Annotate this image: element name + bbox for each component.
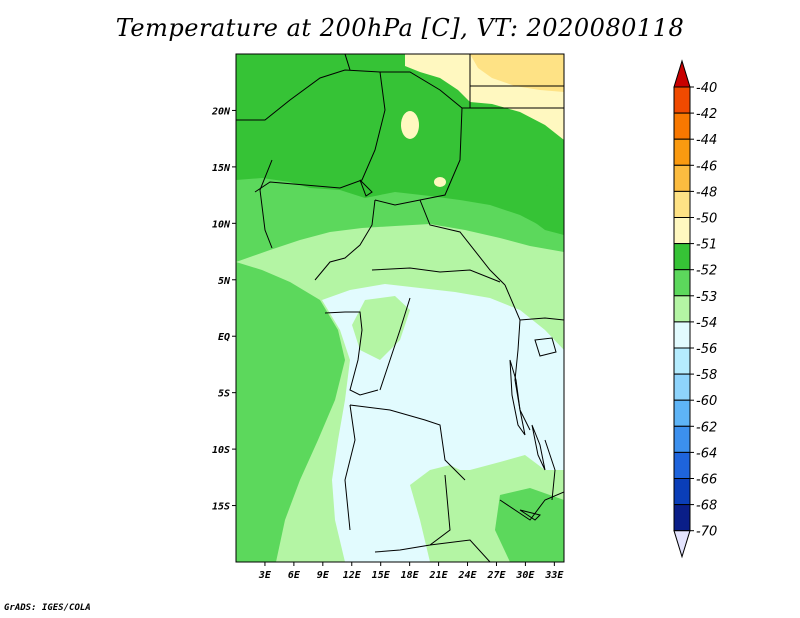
field-warm <box>470 54 564 92</box>
lake-outlines <box>359 179 557 521</box>
colorbar-swatch <box>673 321 691 349</box>
colorbar-swatch <box>673 425 691 453</box>
lake-outline <box>531 424 546 471</box>
colorbar-label: -56 <box>696 342 717 357</box>
lon-tick-label: 3E <box>258 570 272 581</box>
lon-tick-label: 18E <box>401 570 420 581</box>
chart-title: Temperature at 200hPa [C], VT: 202008011… <box>115 14 685 42</box>
lat-tick-label: 20N <box>211 106 231 117</box>
border-line <box>419 199 506 286</box>
field-fleck <box>401 111 419 139</box>
colorbar-swatch <box>673 269 691 297</box>
lat-tick-label: 5S <box>218 389 230 400</box>
lon-tick-label: 9E <box>317 570 330 581</box>
border-line <box>324 311 379 396</box>
credit-text: GrADS: IGES/COLA <box>4 603 91 613</box>
colorbar-label: -52 <box>696 264 717 279</box>
lon-tick-label: 30E <box>515 570 535 581</box>
colorbar-label: -44 <box>696 133 717 148</box>
colorbar-label: -68 <box>696 499 717 514</box>
field-dark-green-east <box>520 185 564 235</box>
colorbar-label: -60 <box>696 394 717 409</box>
temperature-field <box>236 54 564 562</box>
lat-tick-label: 10N <box>212 219 231 230</box>
colorbar-swatch <box>673 478 691 506</box>
lat-tick-label: 15N <box>212 163 231 174</box>
border-line <box>349 404 466 481</box>
colorbar-label: -50 <box>696 212 717 227</box>
border-line <box>236 69 470 121</box>
border-line <box>519 317 564 321</box>
border-line <box>254 71 386 193</box>
colorbar-swatch <box>673 504 691 532</box>
border-line <box>314 199 376 281</box>
colorbar-top-arrow <box>673 59 691 88</box>
lon-tick-label: 21E <box>429 570 449 581</box>
colorbar-swatch <box>673 217 691 245</box>
longitude-axis: 3E 6E 9E 12E 15E 18E 21E 24E 27E 30E 33E <box>258 562 564 581</box>
colorbar-swatch <box>673 347 691 375</box>
colorbar: -40 -42 -44 -46 -48 -50 -51 -52 -53 -54 -56 -58 -60 -… <box>673 59 717 559</box>
colorbar-swatch <box>673 190 691 218</box>
colorbar-label: -58 <box>696 368 717 383</box>
colorbar-swatch <box>673 112 691 140</box>
lake-outline <box>519 509 541 521</box>
field-mid-green-west <box>236 262 345 562</box>
border-line <box>544 439 556 501</box>
lon-tick-label: 24E <box>457 570 477 581</box>
colorbar-label: -48 <box>696 185 717 200</box>
border-line <box>504 284 531 431</box>
lat-tick-label: 5N <box>218 276 231 287</box>
country-borders <box>236 54 564 562</box>
latitude-axis: 20N 15N 10N 5N EQ 5S 10S 15S <box>211 106 236 513</box>
colorbar-swatch <box>673 243 691 271</box>
border-line <box>374 107 463 206</box>
border-line <box>499 491 564 521</box>
border-line <box>371 267 501 283</box>
lat-tick-label: 10S <box>212 445 230 456</box>
border-line <box>259 159 273 249</box>
colorbar-label: -42 <box>696 107 717 122</box>
colorbar-label: -64 <box>696 446 717 461</box>
field-mid-green-se <box>495 488 564 562</box>
colorbar-label: -53 <box>696 290 717 305</box>
lon-tick-label: 15E <box>372 570 391 581</box>
colorbar-label: -46 <box>696 159 717 174</box>
colorbar-swatch <box>673 399 691 427</box>
border-line <box>379 297 411 391</box>
colorbar-label: -54 <box>696 316 717 331</box>
colorbar-label: -66 <box>696 473 717 488</box>
lon-tick-label: 33E <box>544 570 564 581</box>
colorbar-swatch <box>673 86 691 114</box>
colorbar-swatch <box>673 295 691 323</box>
lon-tick-label: 27E <box>486 570 506 581</box>
border-line <box>429 539 491 562</box>
colorbar-label: -70 <box>696 525 717 540</box>
lake-outline <box>359 179 373 197</box>
lake-outline <box>509 359 526 436</box>
colorbar-swatch <box>673 451 691 479</box>
colorbar-swatch <box>673 373 691 401</box>
border-line <box>344 54 351 71</box>
colorbar-bottom-arrow <box>673 530 691 559</box>
lat-tick-label: EQ <box>218 332 230 343</box>
colorbar-label: -62 <box>696 420 717 435</box>
field-fleck <box>434 177 446 187</box>
lake-outline <box>534 337 557 357</box>
lon-tick-label: 6E <box>288 570 301 581</box>
colorbar-label: -40 <box>696 81 717 96</box>
colorbar-swatch <box>673 164 691 192</box>
lat-tick-label: 15S <box>212 502 230 513</box>
border-line <box>344 404 356 531</box>
colorbar-label: -51 <box>696 238 717 253</box>
colorbar-swatch <box>673 138 691 166</box>
map-frame <box>235 53 565 563</box>
border-line <box>469 54 564 109</box>
lon-tick-label: 12E <box>343 570 362 581</box>
